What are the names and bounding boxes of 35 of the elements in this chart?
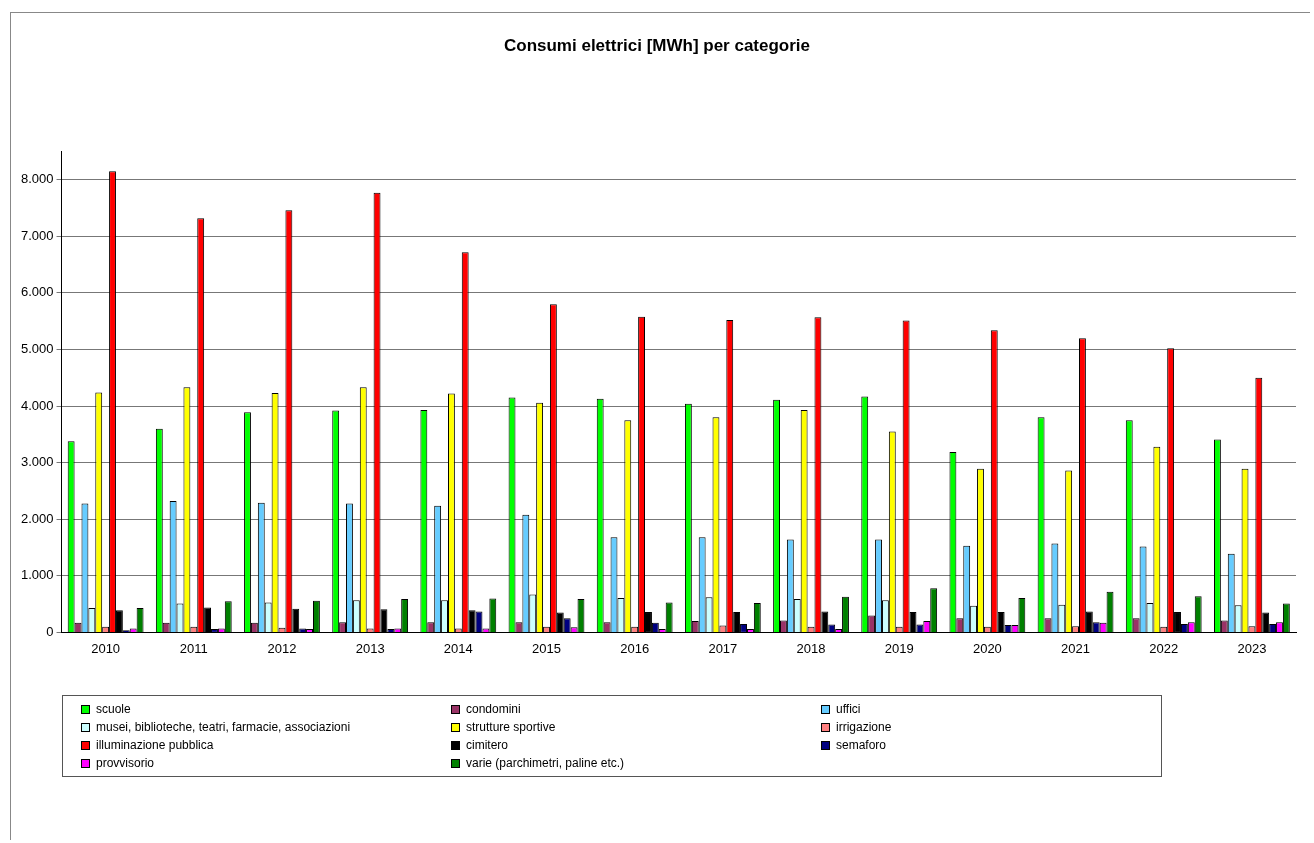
x-tick-label: 2021 (1061, 640, 1091, 656)
y-tick-label: 5.000 (20, 341, 54, 357)
legend-label: scuole (96, 702, 131, 716)
legend-label: musei, biblioteche, teatri, farmacie, associazioni (96, 720, 351, 734)
y-tick-label: 8.000 (20, 171, 54, 187)
y-tick-label: 2.000 (20, 510, 54, 526)
x-tick-label: 2020 (972, 640, 1002, 656)
legend-label: irrigazione (836, 720, 892, 734)
x-tick-label: 2017 (708, 640, 738, 656)
x-tick-label: 2016 (620, 640, 650, 656)
x-tick-label: 2011 (179, 640, 208, 656)
legend-label: semaforo (836, 738, 887, 752)
x-tick-label: 2015 (532, 640, 561, 656)
x-tick-label: 2010 (91, 640, 121, 656)
legend-label: uffici (836, 702, 861, 716)
legend-label: provvisorio (96, 756, 155, 770)
y-tick-label: 4.000 (20, 397, 54, 413)
y-tick-label: 6.000 (20, 284, 54, 300)
x-tick-label: 2023 (1237, 640, 1267, 656)
x-tick-label: 2022 (1149, 640, 1179, 656)
y-tick-label: 7.000 (20, 227, 54, 243)
legend-label: condomini (466, 702, 521, 716)
x-tick-label: 2018 (796, 640, 826, 656)
x-tick-label: 2013 (355, 640, 385, 656)
legend-label: varie (parchimetri, paline etc.) (466, 756, 625, 770)
y-tick-label: 1.000 (20, 567, 54, 583)
legend-label: strutture sportive (466, 720, 556, 734)
x-tick-label: 2019 (884, 640, 914, 656)
x-tick-label: 2012 (267, 640, 297, 656)
chart-title: Consumi elettrici [MWh] per categorie (503, 35, 811, 55)
legend-label: cimitero (466, 738, 509, 752)
legend-label: illuminazione pubblica (96, 738, 214, 752)
y-tick-label: 0 (46, 623, 54, 639)
y-tick-label: 3.000 (20, 454, 54, 470)
x-tick-label: 2014 (443, 640, 473, 656)
